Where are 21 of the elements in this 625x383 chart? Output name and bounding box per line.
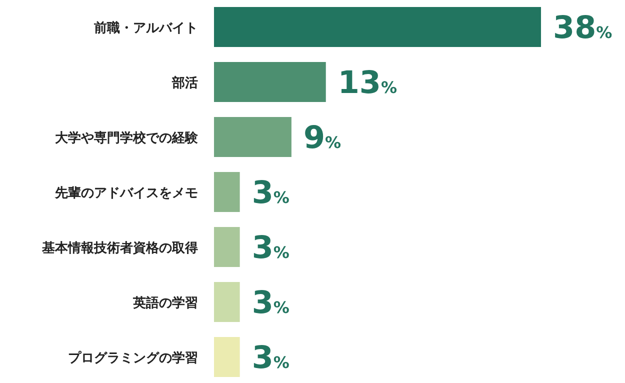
- bar: [214, 337, 240, 377]
- y-tick-label: 基本情報技術者資格の取得: [41, 241, 198, 256]
- bar: [214, 7, 541, 47]
- data-label: 3%: [252, 230, 290, 266]
- data-label: 3%: [252, 285, 290, 321]
- y-tick-label: 先輩のアドバイスをメモ: [54, 186, 198, 201]
- data-label: 3%: [252, 340, 290, 376]
- bar: [214, 117, 292, 157]
- bar: [214, 172, 240, 212]
- bar: [214, 62, 326, 102]
- data-label: 13%: [338, 65, 398, 101]
- bar: [214, 282, 240, 322]
- y-tick-label: 英語の学習: [132, 295, 198, 311]
- y-tick-label: 部活: [171, 75, 198, 91]
- data-label: 9%: [303, 120, 342, 156]
- y-tick-label: 前職・アルバイト: [93, 20, 198, 36]
- bar: [214, 227, 240, 267]
- data-label: 38%: [553, 10, 612, 46]
- data-label: 3%: [252, 175, 290, 211]
- y-tick-label: プログラミングの学習: [68, 350, 198, 366]
- y-tick-label: 大学や専門学校での経験: [55, 130, 199, 146]
